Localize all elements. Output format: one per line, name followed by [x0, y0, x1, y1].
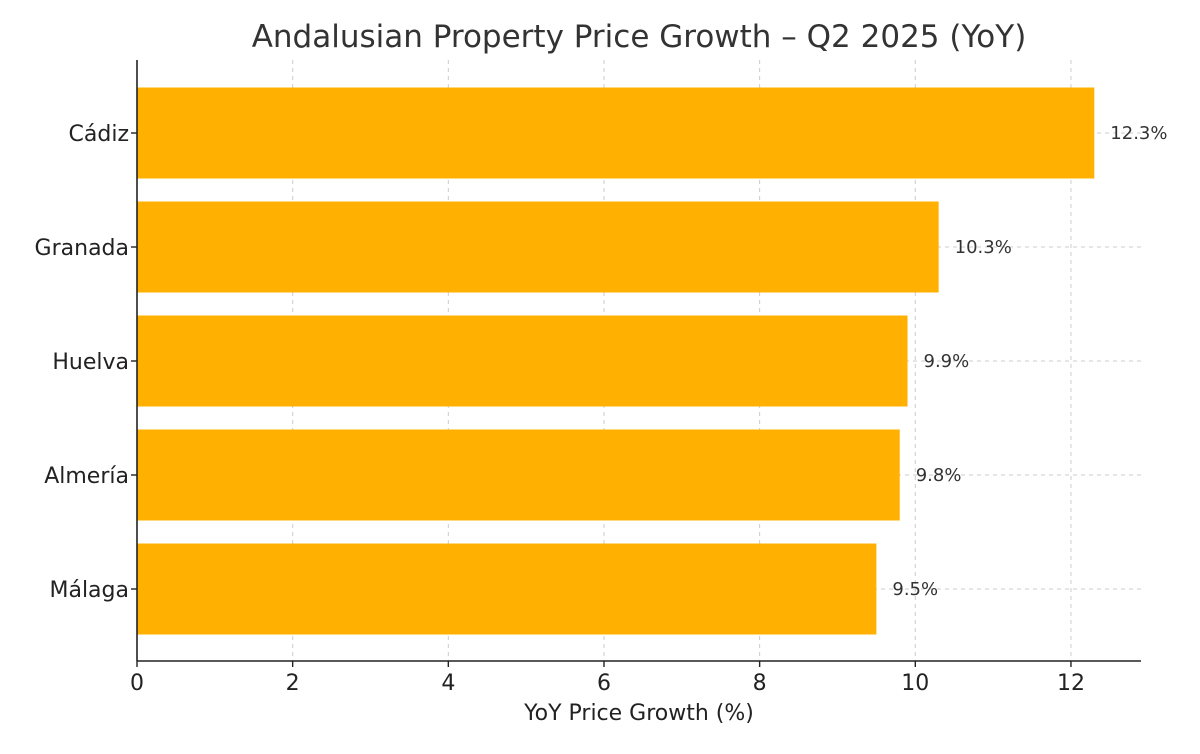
x-tick-label: 10 [901, 671, 929, 696]
bar [137, 543, 877, 635]
x-tick-label: 12 [1057, 671, 1085, 696]
y-tick-label: Almería [44, 464, 129, 489]
bar [137, 315, 908, 407]
data-labels-layer: 12.3% 10.3% 9.9% 9.8% 9.5% [892, 123, 1167, 600]
chart-title: Andalusian Property Price Growth – Q2 20… [252, 19, 1027, 55]
x-tick-label: 2 [286, 671, 300, 696]
bars-layer [137, 87, 1095, 635]
y-tick-label: Cádiz [69, 122, 129, 147]
data-label: 12.3% [1110, 123, 1167, 144]
y-tick-label: Granada [35, 236, 129, 261]
bar [137, 87, 1095, 179]
bar [137, 201, 939, 293]
x-axis-label: YoY Price Growth (%) [523, 701, 754, 726]
x-tick-label: 8 [753, 671, 767, 696]
axes-layer: Cádiz Granada Huelva Almería Málaga 0 2 4 6 8 10 12 [35, 60, 1141, 696]
bar [137, 429, 900, 521]
x-tick-label: 4 [441, 671, 455, 696]
y-tick-label: Huelva [52, 350, 129, 375]
x-tick-label: 6 [597, 671, 611, 696]
x-tick-label: 0 [130, 671, 144, 696]
data-label: 10.3% [955, 237, 1012, 258]
y-tick-label: Málaga [49, 578, 129, 603]
data-label: 9.9% [924, 351, 970, 372]
data-label: 9.5% [892, 579, 938, 600]
data-label: 9.8% [916, 465, 962, 486]
